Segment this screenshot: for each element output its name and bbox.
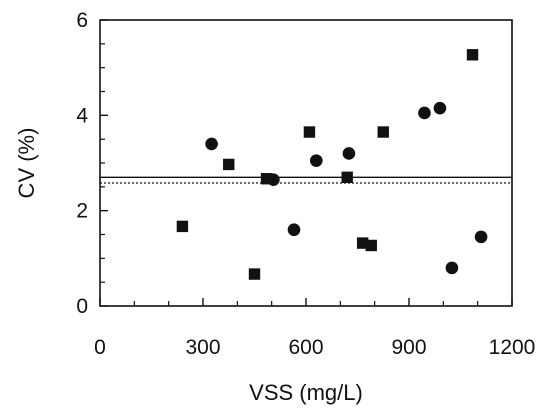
y-tick-label: 6 xyxy=(76,9,88,32)
data-point-square xyxy=(341,171,353,183)
data-points xyxy=(176,49,488,280)
x-tick-label: 900 xyxy=(391,336,426,359)
data-point-circle xyxy=(310,154,323,167)
data-point-circle xyxy=(287,223,301,237)
x-tick-label: 1200 xyxy=(489,336,536,359)
y-tick-label: 4 xyxy=(76,104,88,127)
data-point-square xyxy=(260,173,273,185)
y-tick-label: 0 xyxy=(76,295,88,318)
data-point-circle xyxy=(445,261,459,275)
data-point-circle xyxy=(205,137,218,151)
data-point-circle xyxy=(433,101,447,115)
minor-ticks xyxy=(100,43,479,306)
data-point-square xyxy=(176,220,189,233)
y-axis-ticks: 0 2 4 6 xyxy=(76,9,108,318)
x-axis-ticks: 0 300 600 900 1200 xyxy=(94,298,535,359)
data-point-square xyxy=(248,268,261,280)
data-point-square xyxy=(303,126,316,138)
data-point-square xyxy=(356,237,369,249)
data-point-circle xyxy=(418,106,431,120)
data-point-circle xyxy=(342,147,356,160)
data-point-square xyxy=(223,158,235,171)
x-axis-label: VSS (mg/L) xyxy=(249,380,363,405)
data-point-circle xyxy=(474,230,488,244)
y-tick-label: 2 xyxy=(76,200,88,223)
data-point-square xyxy=(365,239,377,252)
x-tick-label: 0 xyxy=(94,336,106,359)
x-tick-label: 300 xyxy=(185,336,220,359)
reference-lines xyxy=(100,176,512,184)
y-axis-label: CV (%) xyxy=(14,128,39,199)
data-point-square xyxy=(466,49,479,61)
x-tick-label: 600 xyxy=(288,336,323,359)
data-point-square xyxy=(377,126,389,138)
